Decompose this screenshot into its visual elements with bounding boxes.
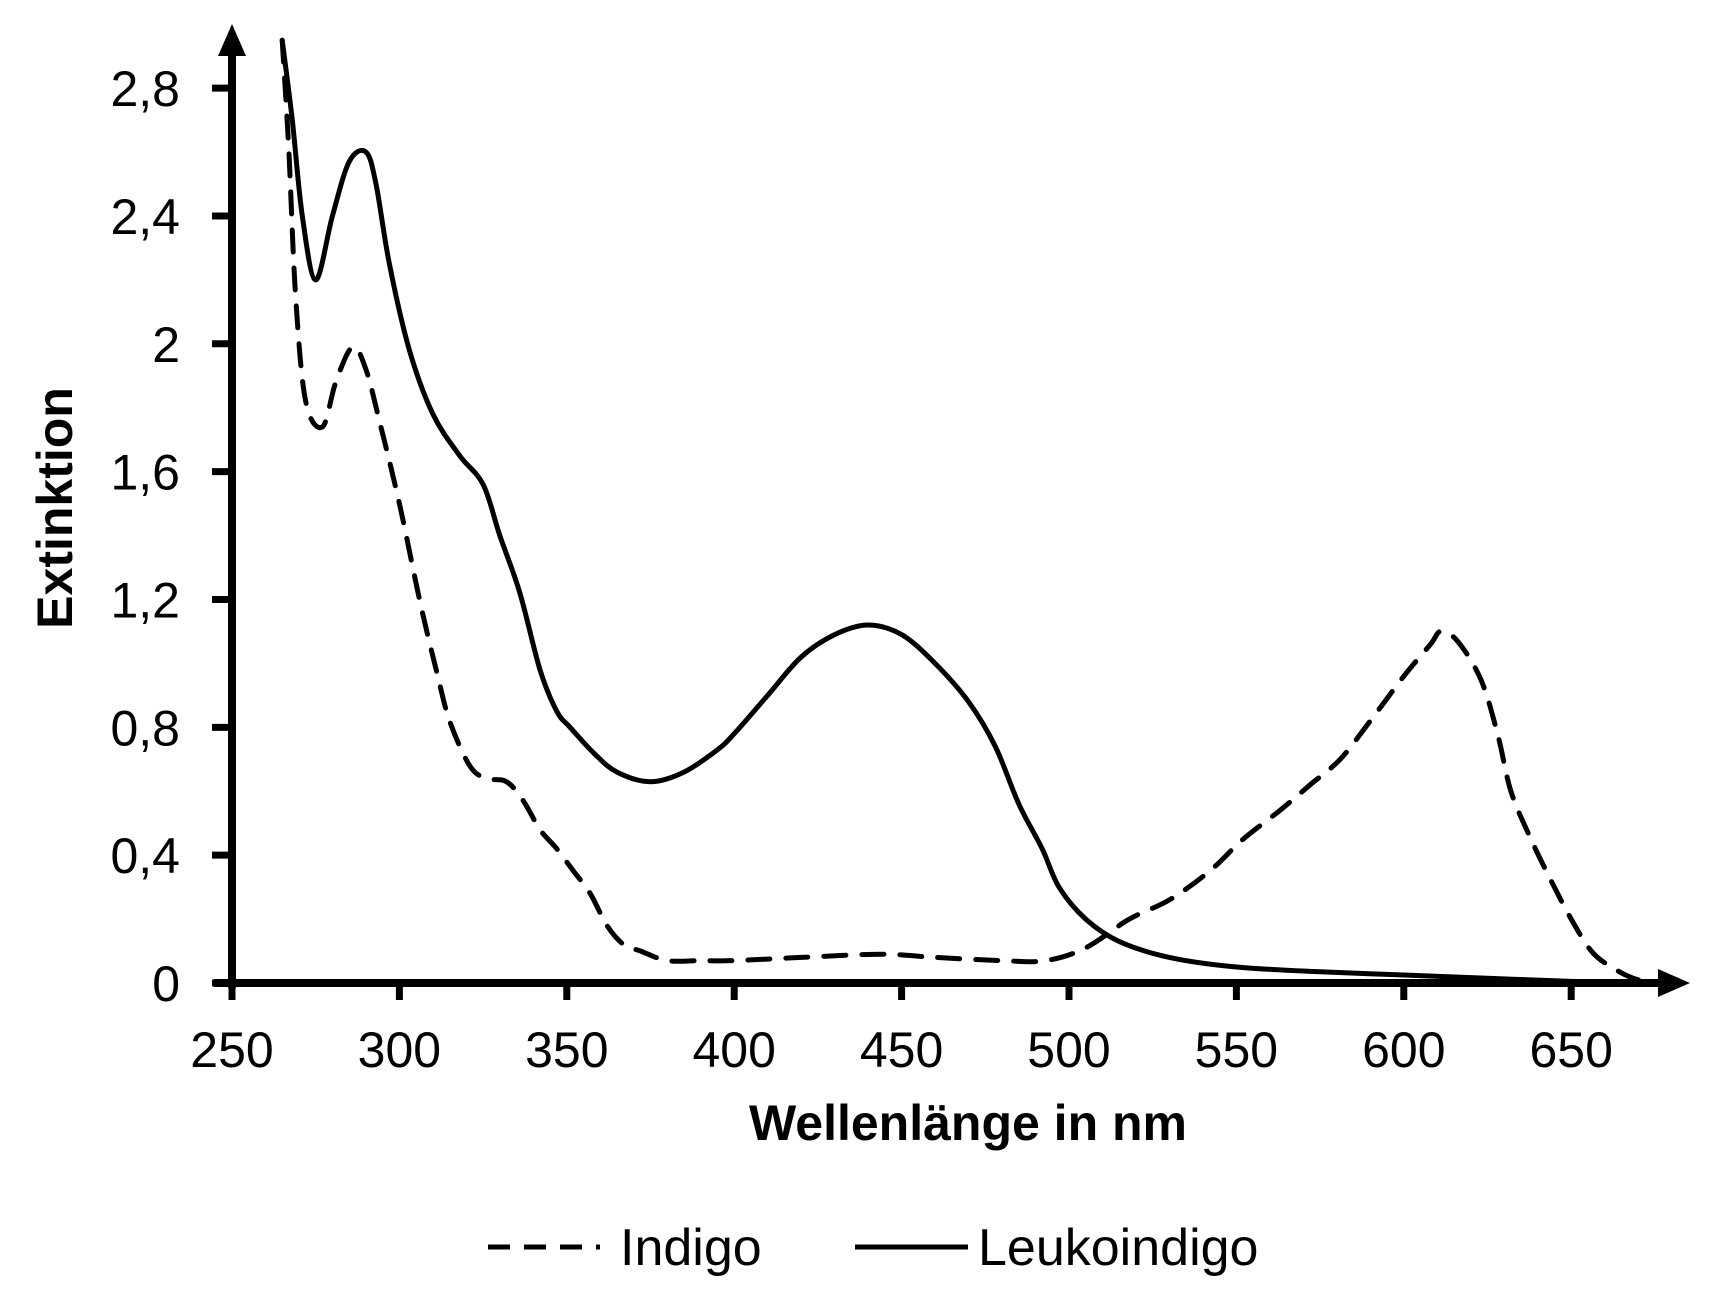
plot-lines [279,37,1675,983]
legend-label-indigo: Indigo [620,1219,762,1277]
legend-label-leukoindigo: Leukoindigo [978,1219,1258,1277]
axes [214,24,1690,997]
y-tick-label: 2 [152,317,180,373]
legend: Indigo Leukoindigo [488,1219,1258,1277]
x-tick-label: 450 [860,1022,943,1078]
x-axis-arrow-icon [1658,969,1690,997]
x-tick-label: 650 [1529,1022,1612,1078]
y-axis-title: Extinktion [27,387,83,629]
x-tick-label: 550 [1195,1022,1278,1078]
x-ticks: 250 300 350 400 450 500 550 600 650 [190,983,1613,1078]
y-tick-label: 0,4 [110,828,180,884]
y-tick-label: 0,8 [110,700,180,756]
y-tick-label: 0 [152,956,180,1012]
y-tick-label: 2,8 [110,61,180,117]
x-tick-label: 400 [692,1022,775,1078]
legend-item-leukoindigo: Leukoindigo [855,1219,1258,1277]
series-line-indigo [279,37,1675,983]
series-line-leukoindigo [279,37,1651,983]
legend-item-indigo: Indigo [488,1219,762,1277]
x-tick-label: 250 [190,1022,273,1078]
x-tick-label: 600 [1362,1022,1445,1078]
x-tick-label: 500 [1027,1022,1110,1078]
y-tick-label: 1,2 [110,572,180,628]
x-axis-title: Wellenlänge in nm [749,1095,1187,1151]
x-tick-label: 350 [525,1022,608,1078]
x-tick-label: 300 [358,1022,441,1078]
y-axis-arrow-icon [218,24,246,56]
y-tick-label: 2,4 [110,189,180,245]
y-tick-label: 1,6 [110,445,180,501]
y-ticks: 0 0,4 0,8 1,2 1,6 2 2,4 2,8 [110,61,232,1012]
